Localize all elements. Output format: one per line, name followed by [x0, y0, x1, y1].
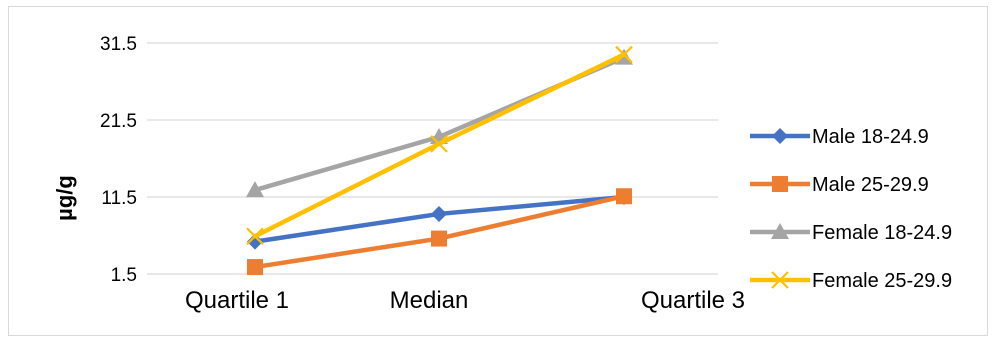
y-tick-label: 21.5: [100, 111, 137, 132]
y-axis-ticks: 31.5 21.5 11.5 1.5: [100, 34, 137, 286]
data-point: [431, 205, 447, 222]
legend-item: Female 25-29.9: [750, 270, 952, 292]
legend-label: Female 18-24.9: [812, 222, 952, 244]
data-point: [247, 233, 263, 250]
legend-item: Male 25-29.9: [750, 174, 929, 196]
series-female-25-29-9: [246, 45, 633, 246]
data-point: [615, 45, 633, 64]
legend-label: Male 25-29.9: [812, 174, 929, 196]
chart-frame: [8, 6, 988, 336]
data-point: [430, 135, 448, 153]
data-point: [246, 227, 264, 246]
legend-marker: [772, 176, 788, 192]
x-category-label: Median: [390, 287, 469, 314]
series-male-25-29-9: [247, 188, 632, 276]
gridlines: [147, 42, 718, 275]
y-tick-label: 11.5: [101, 188, 137, 209]
x-category-label: Quartile 3: [641, 287, 745, 314]
data-point: [616, 188, 632, 205]
data-point: [431, 230, 447, 247]
data-point: [246, 181, 264, 198]
y-axis-label: µg/g: [52, 175, 77, 221]
legend-item: Male 18-24.9: [750, 126, 929, 148]
series-line: [252, 55, 627, 193]
series-lines: [246, 45, 633, 276]
x-axis-categories: Quartile 1 Median Quartile 3: [185, 287, 745, 314]
legend: Male 18-24.9 Male 25-29.9 Female 18-24.9 Fe…: [750, 126, 952, 292]
legend-item: Female 18-24.9: [750, 222, 952, 244]
legend-label: Female 25-29.9: [812, 270, 952, 292]
series-female-18-24-9: [246, 48, 633, 198]
legend-marker: [771, 271, 789, 289]
legend-marker: [771, 223, 789, 239]
data-point: [247, 259, 263, 276]
legend-label: Male 18-24.9: [812, 126, 929, 148]
x-category-label: Quartile 1: [185, 287, 289, 314]
legend-marker: [772, 128, 788, 144]
y-tick-label: 31.5: [100, 34, 137, 55]
y-tick-label: 1.5: [111, 265, 137, 286]
